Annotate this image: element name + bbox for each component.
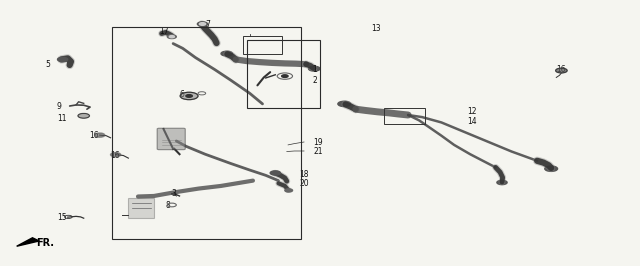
Bar: [129, 198, 154, 218]
Text: 9: 9: [57, 102, 62, 111]
Bar: [113, 27, 301, 239]
FancyBboxPatch shape: [157, 128, 185, 150]
Circle shape: [221, 51, 232, 56]
Circle shape: [180, 92, 198, 100]
Text: 21: 21: [314, 147, 323, 156]
Circle shape: [95, 133, 105, 137]
Text: 1: 1: [312, 65, 317, 74]
Circle shape: [338, 101, 351, 107]
Circle shape: [282, 75, 288, 77]
Circle shape: [170, 36, 174, 38]
Text: FR.: FR.: [36, 238, 54, 248]
Circle shape: [497, 180, 507, 185]
Bar: [384, 108, 426, 124]
Circle shape: [199, 23, 205, 25]
Text: 16: 16: [89, 131, 99, 140]
Circle shape: [58, 57, 68, 61]
Text: 12: 12: [467, 107, 476, 116]
Text: 19: 19: [314, 138, 323, 147]
Text: 11: 11: [57, 114, 67, 123]
Circle shape: [308, 66, 320, 71]
Circle shape: [186, 95, 192, 97]
Text: 16: 16: [111, 151, 120, 160]
Text: 6: 6: [179, 90, 184, 99]
Circle shape: [545, 166, 557, 171]
Circle shape: [556, 68, 567, 73]
Text: 14: 14: [467, 117, 477, 126]
Text: 5: 5: [45, 60, 51, 69]
Circle shape: [78, 113, 90, 118]
Bar: [246, 40, 320, 108]
Circle shape: [168, 35, 176, 39]
Text: 13: 13: [371, 24, 381, 33]
Circle shape: [197, 22, 207, 26]
Text: 15: 15: [57, 213, 67, 222]
Text: 8: 8: [166, 201, 170, 210]
Text: 7: 7: [205, 20, 210, 29]
Polygon shape: [17, 238, 39, 246]
Circle shape: [285, 189, 292, 192]
Text: 17: 17: [159, 27, 169, 36]
Text: 18: 18: [300, 169, 309, 178]
Text: 2: 2: [312, 76, 317, 85]
Circle shape: [111, 153, 121, 157]
Text: 3: 3: [172, 189, 177, 198]
Text: 20: 20: [300, 179, 309, 188]
Text: 16: 16: [556, 65, 566, 74]
Bar: [243, 36, 282, 54]
Circle shape: [270, 171, 280, 175]
